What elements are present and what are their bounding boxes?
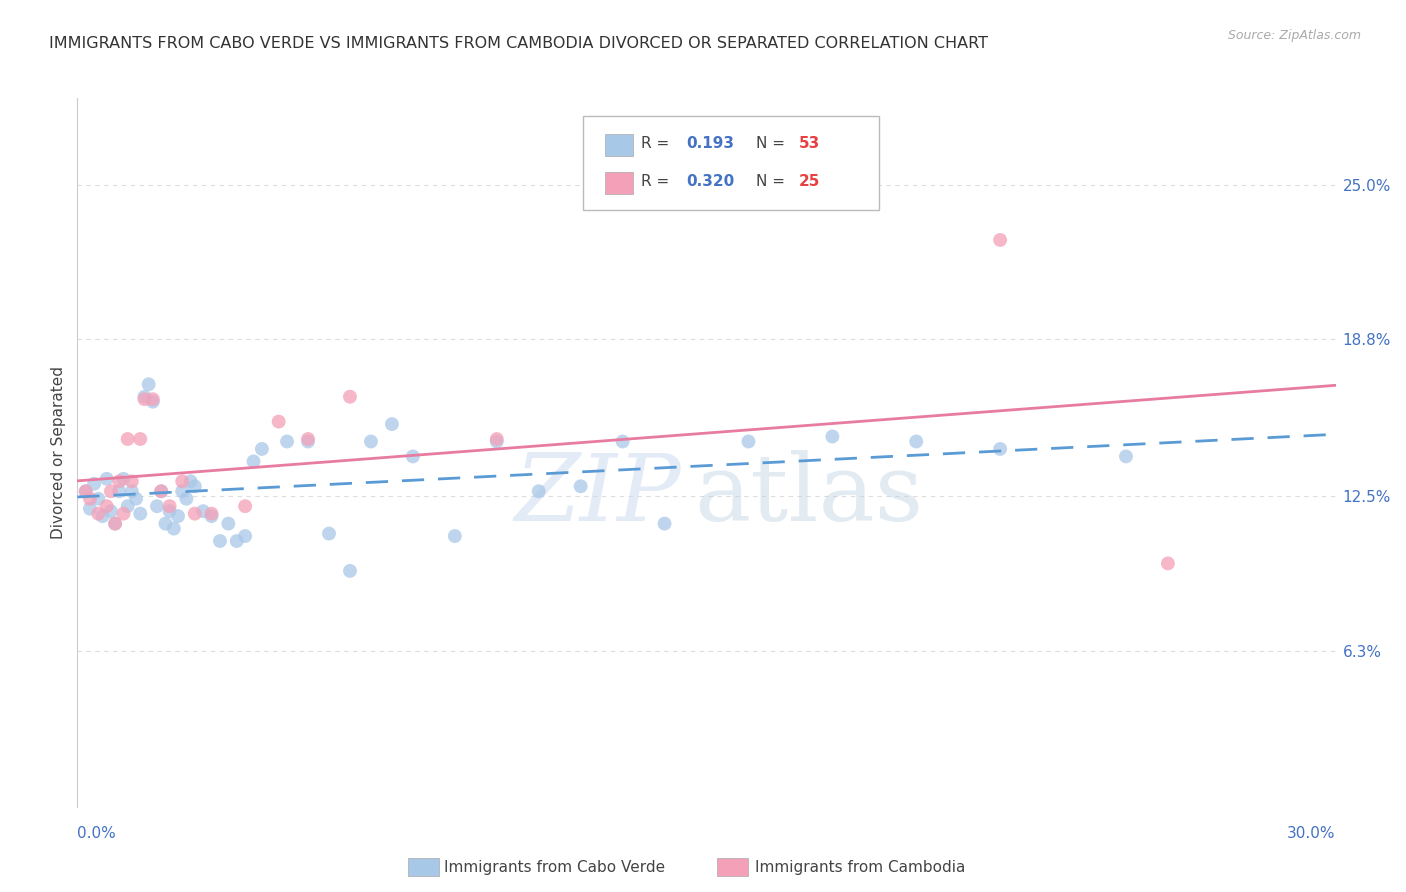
Point: [87, 491, 110, 506]
Point: [100, 504, 122, 518]
Point: [172, 484, 194, 499]
Point: [83, 476, 105, 491]
Point: [121, 484, 143, 499]
Text: ZIP: ZIP: [515, 450, 682, 541]
Point: [112, 472, 135, 486]
Point: [108, 475, 131, 489]
Text: Immigrants from Cabo Verde: Immigrants from Cabo Verde: [444, 861, 665, 875]
Point: [138, 377, 160, 392]
Text: R =: R =: [641, 175, 669, 189]
Text: Immigrants from Cambodia: Immigrants from Cambodia: [755, 861, 966, 875]
Point: [654, 516, 676, 531]
Text: 25: 25: [799, 175, 820, 189]
Text: 0.320: 0.320: [686, 175, 734, 189]
Point: [821, 429, 844, 443]
Text: atlas: atlas: [695, 450, 924, 541]
Point: [104, 516, 127, 531]
Point: [191, 504, 215, 518]
Point: [318, 526, 340, 541]
Text: 30.0%: 30.0%: [1288, 827, 1336, 841]
Point: [172, 475, 194, 489]
Text: R =: R =: [641, 136, 669, 151]
Point: [297, 434, 319, 449]
Point: [134, 392, 156, 407]
Point: [79, 491, 101, 506]
Point: [217, 516, 239, 531]
Point: [250, 442, 273, 456]
Point: [75, 484, 97, 499]
Point: [87, 507, 110, 521]
Point: [96, 499, 118, 513]
Point: [612, 434, 634, 449]
Point: [75, 484, 97, 499]
Point: [569, 479, 592, 493]
Point: [225, 534, 247, 549]
Point: [485, 434, 508, 449]
Text: 53: 53: [799, 136, 820, 151]
Point: [1157, 557, 1180, 571]
Text: 0.0%: 0.0%: [77, 827, 117, 841]
Point: [905, 434, 928, 449]
Point: [134, 390, 156, 404]
Point: [360, 434, 382, 449]
Point: [150, 484, 173, 499]
Point: [381, 417, 404, 431]
Point: [267, 415, 290, 429]
Point: [117, 432, 139, 446]
Point: [167, 509, 190, 524]
Point: [142, 394, 165, 409]
Y-axis label: Divorced or Separated: Divorced or Separated: [51, 367, 66, 539]
Point: [1115, 450, 1137, 464]
Point: [180, 475, 202, 489]
Text: IMMIGRANTS FROM CABO VERDE VS IMMIGRANTS FROM CAMBODIA DIVORCED OR SEPARATED COR: IMMIGRANTS FROM CABO VERDE VS IMMIGRANTS…: [49, 36, 988, 51]
Point: [155, 516, 177, 531]
Point: [988, 442, 1011, 456]
Point: [159, 499, 181, 513]
Point: [276, 434, 298, 449]
Point: [184, 479, 207, 493]
Point: [96, 472, 118, 486]
Point: [146, 499, 169, 513]
Point: [242, 454, 264, 468]
Point: [150, 484, 173, 499]
Point: [233, 499, 256, 513]
Point: [79, 501, 101, 516]
Point: [129, 507, 152, 521]
Point: [297, 432, 319, 446]
Point: [117, 499, 139, 513]
Point: [108, 484, 131, 499]
Point: [485, 432, 508, 446]
Text: 0.193: 0.193: [686, 136, 734, 151]
Point: [125, 491, 148, 506]
Point: [339, 390, 361, 404]
Point: [184, 507, 207, 521]
Point: [200, 509, 222, 524]
Point: [208, 534, 231, 549]
Point: [176, 491, 198, 506]
Text: N =: N =: [756, 175, 786, 189]
Point: [200, 507, 222, 521]
Point: [159, 504, 181, 518]
Point: [527, 484, 550, 499]
Point: [129, 432, 152, 446]
Point: [402, 450, 425, 464]
Point: [142, 392, 165, 407]
Point: [163, 522, 186, 536]
Point: [91, 509, 114, 524]
Point: [100, 484, 122, 499]
Text: Source: ZipAtlas.com: Source: ZipAtlas.com: [1227, 29, 1361, 42]
Point: [444, 529, 467, 543]
Point: [737, 434, 759, 449]
Point: [233, 529, 256, 543]
Point: [339, 564, 361, 578]
Point: [104, 516, 127, 531]
Point: [112, 507, 135, 521]
Text: N =: N =: [756, 136, 786, 151]
Point: [988, 233, 1011, 247]
Point: [121, 475, 143, 489]
